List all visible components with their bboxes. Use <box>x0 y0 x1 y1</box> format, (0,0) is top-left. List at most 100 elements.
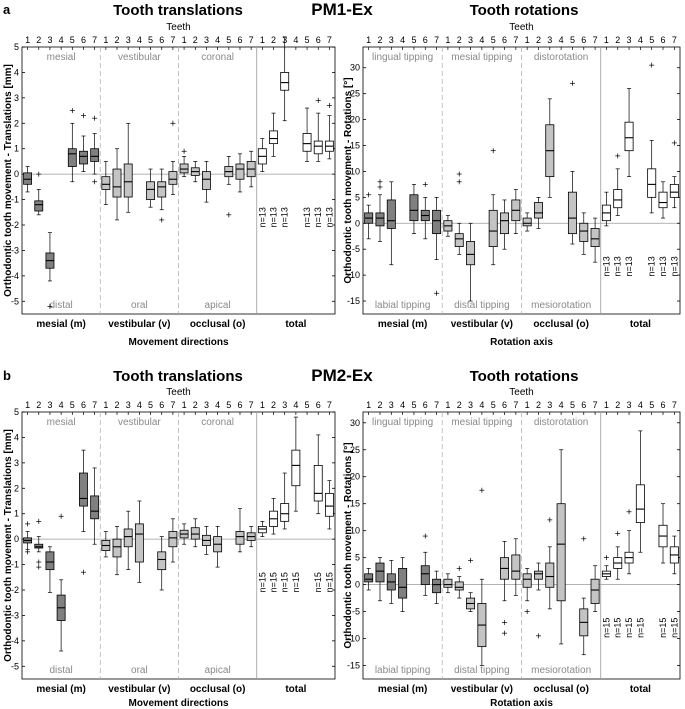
tooth-number: 3 <box>468 35 473 45</box>
group-label: mesial (m) <box>36 684 85 695</box>
n-label: n=15 <box>624 618 634 638</box>
box-occlusal-tooth-3 <box>545 98 555 198</box>
box-occlusal-tooth-4 <box>213 526 223 568</box>
outlier-marker <box>80 569 86 575</box>
box-iqr <box>545 562 555 588</box>
n-label: n=15 <box>658 618 668 638</box>
tooth-number: 5 <box>226 35 231 45</box>
region-label-top: mesial <box>47 417 76 428</box>
tooth-number: 4 <box>638 35 643 45</box>
box-total-tooth-6 <box>313 97 323 162</box>
box-iqr <box>280 72 290 91</box>
box-occlusal-tooth-6 <box>579 212 589 255</box>
tooth-number: 2 <box>271 400 276 410</box>
tooth-number: 3 <box>468 400 473 410</box>
outlier-marker <box>315 97 321 103</box>
tooth-number: 2 <box>193 400 198 410</box>
tooth-number: 3 <box>389 400 394 410</box>
tooth-number: 5 <box>570 35 575 45</box>
tooth-number: 4 <box>559 400 564 410</box>
box-iqr <box>669 183 679 198</box>
tooth-number: 7 <box>327 35 332 45</box>
tooth-number: 2 <box>536 35 541 45</box>
box-total-tooth-3 <box>624 88 634 177</box>
tooth-number: 5 <box>70 35 75 45</box>
n-label: n=15 <box>269 572 279 592</box>
n-label: n=15 <box>601 618 611 638</box>
box-vestibular-tooth-3 <box>466 557 476 612</box>
n-label: n=13 <box>669 256 679 276</box>
group-label: vestibular (v) <box>451 684 513 695</box>
outlier-marker <box>524 609 530 615</box>
box-iqr <box>375 562 385 583</box>
tooth-number: 4 <box>215 35 220 45</box>
tooth-number: 1 <box>25 35 30 45</box>
y-tick-label: 30 <box>350 63 360 73</box>
panel-b_trans: Tooth translationsTeeth-5-4-3-2-1012345O… <box>3 368 336 709</box>
y-tick-label: 25 <box>350 445 360 455</box>
y-tick-label: -10 <box>347 270 360 280</box>
outlier-marker <box>36 518 42 524</box>
box-iqr <box>112 168 122 198</box>
tooth-number: 4 <box>479 35 484 45</box>
n-label: n=13 <box>324 207 334 227</box>
box-iqr <box>269 130 278 145</box>
tooth-number: 1 <box>103 35 108 45</box>
tooth-number: 5 <box>411 35 416 45</box>
tooth-number: 5 <box>148 35 153 45</box>
tooth-number: 6 <box>81 35 86 45</box>
outlier-marker <box>159 217 165 223</box>
region-label-bottom: labial tipping <box>375 665 431 676</box>
x-axis-label: Movement directions <box>128 337 228 348</box>
box-total-tooth-2 <box>269 112 278 157</box>
tooth-number: 7 <box>92 35 97 45</box>
tooth-number: 5 <box>226 400 231 410</box>
box-iqr <box>146 181 155 200</box>
box-iqr <box>658 191 668 209</box>
tooth-number: 3 <box>627 400 632 410</box>
tooth-number: 6 <box>423 35 428 45</box>
box-total-tooth-7 <box>324 480 334 530</box>
y-tick-label: 10 <box>350 166 360 176</box>
box-total-tooth-5 <box>302 107 312 162</box>
tooth-number: 3 <box>47 400 52 410</box>
row-a-letter: a <box>3 2 11 17</box>
box-total-tooth-7 <box>324 102 334 160</box>
box-occlusal-tooth-6 <box>235 508 245 553</box>
box-iqr <box>79 150 88 165</box>
outlier-marker <box>569 80 575 86</box>
box-occlusal-tooth-4 <box>556 449 566 645</box>
outlier-marker <box>671 140 677 146</box>
tooth-number: 7 <box>249 35 254 45</box>
tooth-number: 2 <box>36 400 41 410</box>
y-tick-label: 5 <box>355 192 360 202</box>
region-label-bottom: oral <box>131 665 148 676</box>
box-iqr <box>168 171 178 185</box>
n-label: n=13 <box>257 207 267 227</box>
tooth-number: 2 <box>457 400 462 410</box>
box-iqr <box>398 568 408 599</box>
outlier-marker <box>58 513 64 519</box>
outlier-marker <box>581 536 587 542</box>
box-vestibular-tooth-7 <box>168 518 178 563</box>
outlier-marker <box>456 565 462 571</box>
outlier-marker <box>47 303 53 309</box>
panel-a_trans: Tooth translationsTeeth-5-4-3-2-1012345O… <box>3 2 336 348</box>
tooth-number: 4 <box>137 400 142 410</box>
tooth-number: 1 <box>366 35 371 45</box>
tooth-number: 3 <box>204 400 209 410</box>
y-tick-label: 20 <box>350 115 360 125</box>
box-iqr <box>432 209 442 235</box>
box-iqr <box>235 163 245 180</box>
box-iqr <box>67 148 77 167</box>
box-iqr <box>635 484 645 523</box>
region-label-top: coronal <box>201 52 234 63</box>
box-iqr <box>34 543 44 549</box>
box-total-tooth-1 <box>257 520 267 537</box>
tooth-number: 2 <box>193 35 198 45</box>
tooth-number: 2 <box>377 400 382 410</box>
tooth-number: 7 <box>513 400 518 410</box>
outlier-marker <box>36 171 42 177</box>
teeth-axis-label: Teeth <box>166 22 190 33</box>
